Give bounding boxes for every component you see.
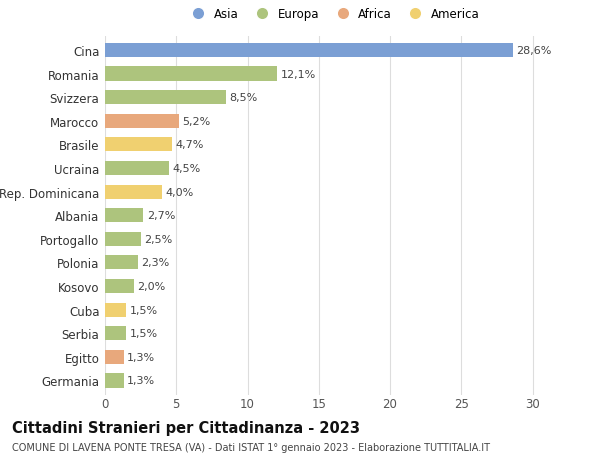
Bar — [105, 162, 169, 176]
Bar — [105, 91, 226, 105]
Text: 1,3%: 1,3% — [127, 352, 155, 362]
Bar — [105, 67, 277, 81]
Bar — [105, 44, 512, 58]
Text: 4,5%: 4,5% — [173, 163, 201, 174]
Text: 28,6%: 28,6% — [516, 46, 551, 56]
Text: Cittadini Stranieri per Cittadinanza - 2023: Cittadini Stranieri per Cittadinanza - 2… — [12, 420, 360, 435]
Bar — [105, 185, 162, 199]
Text: 2,5%: 2,5% — [144, 234, 172, 244]
Bar — [105, 350, 124, 364]
Legend: Asia, Europa, Africa, America: Asia, Europa, Africa, America — [184, 6, 482, 24]
Bar — [105, 232, 140, 246]
Bar — [105, 303, 127, 317]
Text: 1,5%: 1,5% — [130, 329, 158, 338]
Text: COMUNE DI LAVENA PONTE TRESA (VA) - Dati ISTAT 1° gennaio 2023 - Elaborazione TU: COMUNE DI LAVENA PONTE TRESA (VA) - Dati… — [12, 442, 490, 452]
Text: 1,3%: 1,3% — [127, 375, 155, 386]
Text: 2,0%: 2,0% — [137, 281, 166, 291]
Text: 4,7%: 4,7% — [176, 140, 204, 150]
Text: 5,2%: 5,2% — [182, 117, 211, 127]
Bar — [105, 114, 179, 129]
Text: 2,3%: 2,3% — [142, 258, 170, 268]
Text: 1,5%: 1,5% — [130, 305, 158, 315]
Text: 4,0%: 4,0% — [166, 187, 194, 197]
Text: 8,5%: 8,5% — [230, 93, 258, 103]
Bar — [105, 209, 143, 223]
Bar — [105, 138, 172, 152]
Text: 12,1%: 12,1% — [281, 69, 316, 79]
Bar — [105, 326, 127, 341]
Bar — [105, 374, 124, 388]
Text: 2,7%: 2,7% — [147, 211, 175, 221]
Bar — [105, 280, 133, 293]
Bar — [105, 256, 138, 270]
